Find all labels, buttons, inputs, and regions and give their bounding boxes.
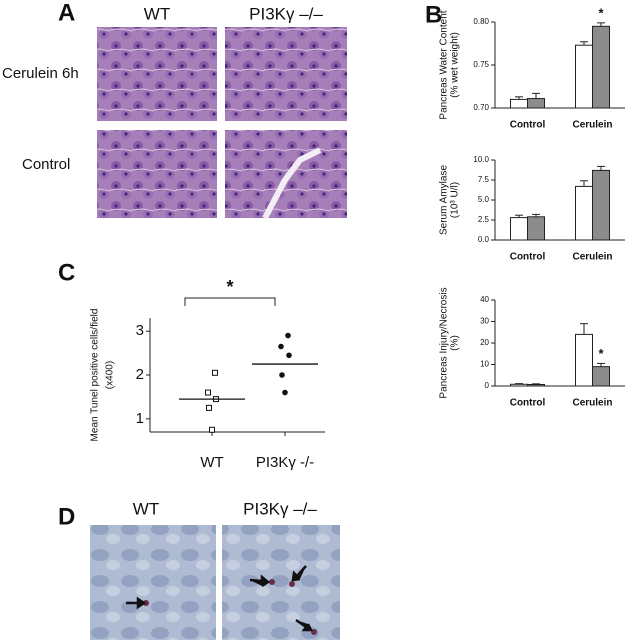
y-tick-label: 0.70: [473, 103, 489, 112]
point: [282, 389, 288, 396]
x-tick-label: PI3Kγ -/-: [256, 454, 314, 471]
point: [285, 332, 291, 339]
x-tick-label: Control: [510, 252, 546, 263]
micrograph: [225, 27, 347, 121]
y-tick-label: 0.0: [478, 235, 490, 244]
bar: [527, 216, 545, 241]
bar: [575, 333, 593, 387]
x-tick-label: Cerulein: [572, 252, 612, 263]
bar: [510, 383, 528, 387]
panel-letter: C: [58, 259, 75, 286]
y-axis-label: Pancreas Water Content: [439, 10, 450, 119]
y-axis-label: Mean Tunel positive cells/field: [90, 309, 101, 442]
y-axis-label: (%): [450, 335, 461, 351]
panel-letter: A: [58, 0, 75, 26]
y-tick-label: 5.0: [478, 195, 490, 204]
column-label: PI3Kγ –/–: [249, 4, 323, 23]
vessel: [262, 147, 322, 220]
point: [212, 369, 218, 376]
panel-letter: B: [425, 1, 442, 28]
y-tick-label: 2: [136, 366, 144, 383]
bracket: [184, 297, 276, 306]
point: [278, 343, 284, 350]
row-label: Control: [22, 156, 70, 173]
micrograph: [97, 130, 217, 218]
y-tick-label: 10: [480, 360, 489, 369]
y-tick-label: 7.5: [478, 175, 490, 184]
bar: [592, 169, 610, 241]
bar: [592, 25, 610, 109]
y-tick-label: 0: [485, 381, 490, 390]
y-tick-label: 0.80: [473, 17, 489, 26]
arrows: [126, 565, 317, 635]
panel-letter: D: [58, 503, 75, 530]
bar: [510, 98, 528, 109]
y-tick-label: 2.5: [478, 215, 490, 224]
y-tick-label: 30: [480, 317, 489, 326]
bar: [592, 366, 610, 387]
micrograph: [222, 525, 340, 640]
column-label: PI3Kγ –/–: [243, 499, 317, 518]
bar: [575, 44, 593, 109]
bar: [527, 383, 545, 387]
column-label: WT: [144, 4, 170, 23]
y-axis-label: (10³ U/l): [450, 182, 461, 218]
point: [209, 426, 215, 433]
y-axis-label: Serum Amylase: [439, 165, 450, 235]
y-tick-label: 1: [136, 410, 144, 427]
significance: *: [598, 346, 604, 361]
y-axis-label: (% wet weight): [450, 32, 461, 98]
y-tick-label: 3: [136, 322, 144, 339]
micrograph: [90, 525, 216, 640]
x-tick-label: Control: [510, 120, 546, 131]
x-tick-label: Control: [510, 398, 546, 409]
bar: [510, 217, 528, 241]
point: [279, 372, 285, 378]
y-tick-label: 40: [480, 295, 489, 304]
x-tick-label: Cerulein: [572, 398, 612, 409]
x-tick-label: WT: [200, 454, 223, 471]
y-tick-label: 10.0: [473, 155, 489, 164]
row-label: Cerulein 6h: [2, 65, 79, 82]
micrograph: [97, 27, 217, 121]
point: [206, 404, 212, 411]
significance: *: [598, 5, 604, 20]
y-tick-label: 20: [480, 338, 489, 347]
bar: [575, 185, 593, 241]
y-axis-label: Pancreas Injury/Necrosis: [439, 287, 450, 398]
y-tick-label: 0.75: [473, 60, 489, 69]
x-tick-label: Cerulein: [572, 120, 612, 131]
bar: [527, 98, 545, 109]
y-axis-label: (x400): [105, 361, 116, 389]
point: [286, 352, 292, 359]
column-label: WT: [133, 499, 159, 518]
point: [205, 389, 211, 396]
significance: *: [226, 277, 233, 297]
